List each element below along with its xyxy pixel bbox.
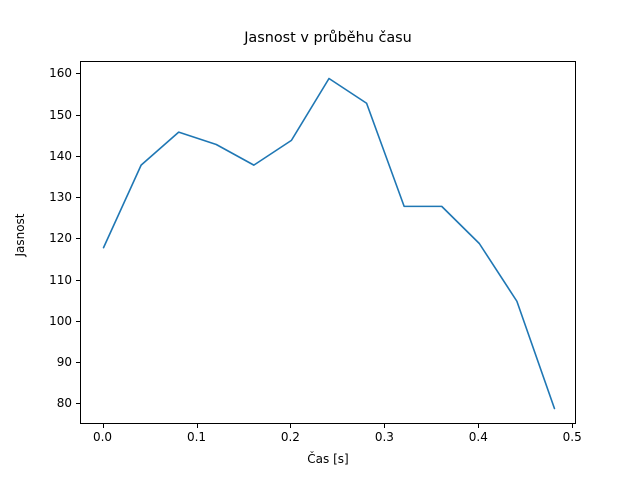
x-axis-label: Čas [s]: [307, 452, 349, 466]
y-tick-label: 100: [49, 313, 72, 328]
x-tick-label: 0.1: [186, 430, 207, 444]
y-tick-label: 140: [49, 148, 72, 163]
series-line-jasnost: [102, 77, 556, 410]
plot-area: [80, 61, 576, 424]
x-tick-label: 0.5: [562, 430, 582, 444]
line-series-svg: [102, 77, 556, 410]
y-tick-label: 120: [49, 231, 72, 246]
x-tick-label: 0.2: [280, 430, 300, 444]
y-axis-label: Jasnost: [13, 213, 27, 257]
y-tick-label: 160: [49, 66, 72, 81]
y-tick-label: 110: [49, 272, 72, 287]
y-tick-label: 80: [56, 396, 72, 411]
x-tick-label: 0.0: [92, 430, 113, 444]
x-tick-label: 0.3: [374, 430, 394, 444]
y-tick-label: 150: [49, 107, 72, 122]
y-tick-label: 90: [56, 355, 72, 370]
chart-title: Jasnost v průběhu času: [244, 30, 412, 46]
y-axis-label-wrapper: Jasnost: [0, 0, 30, 480]
x-tick-label: 0.4: [468, 430, 488, 444]
y-tick-label: 130: [49, 190, 72, 205]
